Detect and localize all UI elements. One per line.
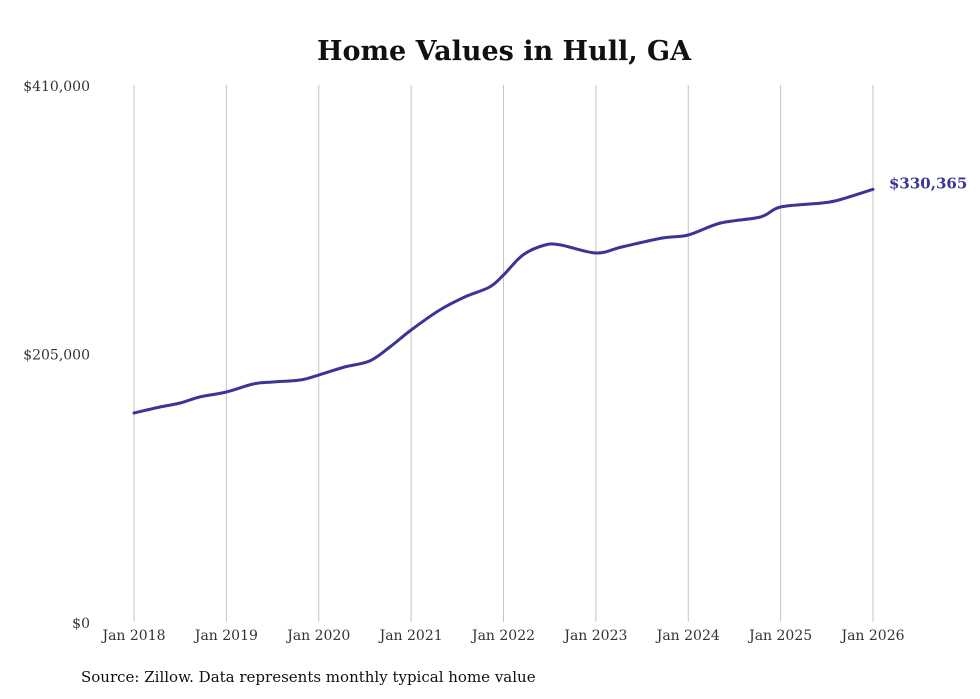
x-tick-label: Jan 2026 xyxy=(839,628,904,644)
x-tick-label: Jan 2020 xyxy=(285,628,350,644)
y-tick-label: $205,000 xyxy=(23,348,90,364)
x-tick-label: Jan 2018 xyxy=(100,628,165,644)
end-value-label: $330,365 xyxy=(889,174,967,192)
x-tick-label: Jan 2024 xyxy=(655,628,720,644)
x-tick-label: Jan 2022 xyxy=(470,628,535,644)
chart-title: Home Values in Hull, GA xyxy=(317,36,692,67)
series-line xyxy=(132,187,875,415)
y-tick-label: $410,000 xyxy=(23,79,90,95)
x-tick-label: Jan 2025 xyxy=(747,628,812,644)
x-tick-label: Jan 2021 xyxy=(378,628,443,644)
x-tick-label: Jan 2019 xyxy=(193,628,258,644)
source-note: Source: Zillow. Data represents monthly … xyxy=(81,668,536,686)
x-tick-label: Jan 2023 xyxy=(562,628,627,644)
y-tick-label: $0 xyxy=(72,616,90,632)
